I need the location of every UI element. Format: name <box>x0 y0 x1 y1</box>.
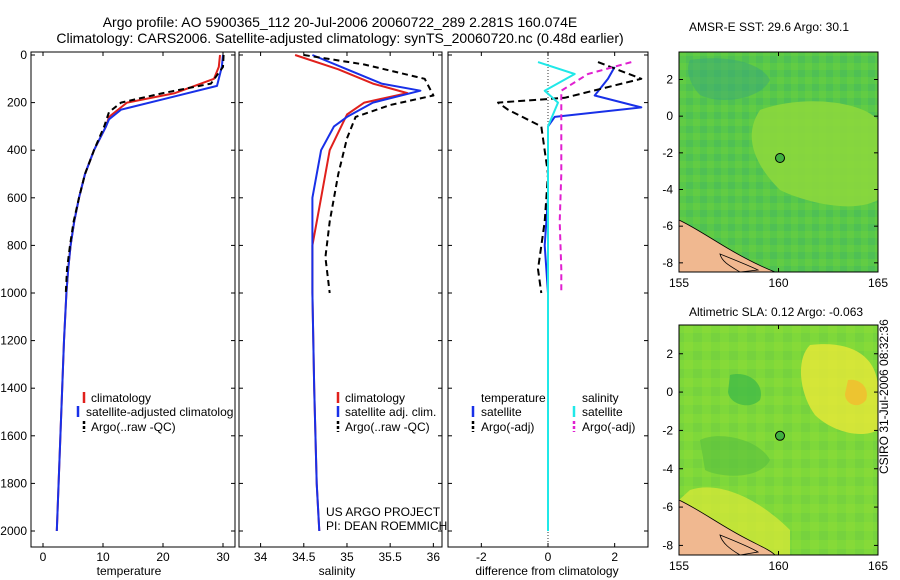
map-y-tick-label: 0 <box>666 109 673 123</box>
temperature-series <box>55 54 225 532</box>
credit-pi: PI: DEAN ROEMMICH <box>326 519 447 533</box>
sla-green-patch <box>728 374 761 406</box>
map-y-tick-label: -8 <box>662 538 673 552</box>
diff-legend-sal-argo: Argo(-adj) <box>582 420 635 434</box>
map-x-tick-label: 165 <box>868 559 888 573</box>
x-tick-label: 34 <box>254 550 268 564</box>
temperature-xlabel: temperature <box>97 564 162 578</box>
map-y-tick-label: 0 <box>666 385 673 399</box>
y-tick-label: 1000 <box>0 286 27 300</box>
sla-land-2 <box>719 534 760 555</box>
sst-land-2 <box>719 253 760 272</box>
sst-map-axes: 2 0 -2 -4 -6 -8 155 160 165 <box>662 52 888 290</box>
difference-xlabel: difference from climatology <box>475 564 618 578</box>
map-x-tick-label: 160 <box>768 559 788 573</box>
diff-legend-temp-sat: satellite <box>481 405 522 419</box>
series-line-temperature-argo-adj- <box>497 61 643 294</box>
map-y-tick-label: -2 <box>662 146 673 160</box>
difference-legend: temperature salinity satellite Argo(-adj… <box>471 391 635 434</box>
series-line-temperature-satellite <box>543 66 643 531</box>
diff-legend-salinity-head: salinity <box>582 391 619 405</box>
series-line-argo-raw-qc- <box>303 54 435 294</box>
header-line-1: Argo profile: AO 5900365_112 20-Jul-2006… <box>103 14 578 30</box>
sst-map-title: AMSR-E SST: 29.6 Argo: 30.1 <box>689 20 849 34</box>
sla-map-field <box>679 325 878 555</box>
sal-legend-climatology: climatology <box>345 391 405 405</box>
y-tick-label: 2000 <box>0 524 27 538</box>
map-y-tick-label: -6 <box>662 219 673 233</box>
y-tick-label: 1800 <box>0 476 27 490</box>
sst-warm-patch <box>751 101 878 207</box>
x-tick-label: 36 <box>427 550 441 564</box>
map-y-tick-label: 2 <box>666 73 673 87</box>
x-tick-label: 35.5 <box>378 550 402 564</box>
legend-argo: Argo(..raw -QC) <box>91 420 176 434</box>
series-line-salinity-satellite <box>537 61 576 531</box>
x-tick-label: 10 <box>96 550 110 564</box>
map-x-tick-label: 155 <box>669 276 689 290</box>
map-y-tick-label: -4 <box>662 462 673 476</box>
map-x-tick-label: 155 <box>669 559 689 573</box>
legend-climatology: climatology <box>91 391 151 405</box>
y-tick-label: 1400 <box>0 381 27 395</box>
sla-map-title: Altimetric SLA: 0.12 Argo: -0.063 <box>689 305 863 319</box>
map-y-tick-label: -8 <box>662 256 673 270</box>
map-x-tick-label: 165 <box>868 276 888 290</box>
map-y-tick-label: -6 <box>662 500 673 514</box>
diff-legend-temp-argo: Argo(-adj) <box>481 420 534 434</box>
sst-map-field <box>679 52 878 272</box>
temperature-legend: climatology satellite-adjusted climatolo… <box>76 391 233 434</box>
y-tick-label: 600 <box>7 191 27 205</box>
map-y-tick-label: -4 <box>662 183 673 197</box>
x-tick-label: 2 <box>611 550 618 564</box>
sal-legend-satellite: satellite adj. clim. <box>345 405 436 419</box>
diff-legend-temperature-head: temperature <box>481 391 546 405</box>
x-tick-label: 30 <box>216 550 230 564</box>
series-line-argo-raw-qc- <box>64 54 225 294</box>
side-label: CSIRO 31-Jul-2006 08:32:36 <box>877 319 891 474</box>
sal-legend-argo: Argo(..raw -QC) <box>345 420 430 434</box>
series-line-satellite-adj-clim- <box>311 54 422 532</box>
x-tick-label: 34.5 <box>292 550 316 564</box>
map-y-tick-label: -2 <box>662 423 673 437</box>
x-tick-label: 35 <box>340 550 354 564</box>
y-tick-label: 400 <box>7 143 27 157</box>
y-tick-label: 200 <box>7 96 27 110</box>
legend-satellite: satellite-adjusted climatolog <box>86 405 233 419</box>
sla-yellow-patch <box>800 344 878 435</box>
y-tick-label: 1200 <box>0 334 27 348</box>
sla-map-axes: 2 0 -2 -4 -6 -8 155 160 165 <box>662 325 888 573</box>
salinity-series <box>294 54 435 532</box>
depth-axis: 0 200 400 600 800 1000 1200 1400 1600 1800 2000 <box>0 48 648 538</box>
sst-float-marker <box>775 153 785 163</box>
salinity-legend: climatology satellite adj. clim. Argo(..… <box>326 391 447 533</box>
sst-cool-patch <box>688 58 770 100</box>
salinity-xlabel: salinity <box>319 564 356 578</box>
sla-float-marker <box>775 430 785 441</box>
sst-land <box>679 219 776 272</box>
x-tick-label: 0 <box>545 550 552 564</box>
sla-land <box>679 499 776 555</box>
sla-orange-patch <box>845 379 867 406</box>
credit-project: US ARGO PROJECT <box>326 505 441 519</box>
x-tick-label: -2 <box>476 550 487 564</box>
diff-legend-sal-sat: satellite <box>582 405 623 419</box>
x-tick-label: 0 <box>40 550 47 564</box>
y-tick-label: 1600 <box>0 429 27 443</box>
salinity-x-axis: 34 34.5 35 35.5 36 <box>254 52 440 564</box>
header-line-2: Climatology: CARS2006. Satellite-adjuste… <box>56 30 623 46</box>
y-tick-label: 800 <box>7 238 27 252</box>
sla-green-patch-2 <box>700 436 770 476</box>
series-line-salinity-argo-adj- <box>558 61 632 293</box>
map-y-tick-label: 2 <box>666 347 673 361</box>
map-x-tick-label: 160 <box>768 276 788 290</box>
y-tick-label: 0 <box>20 48 27 62</box>
difference-series <box>497 61 643 531</box>
x-tick-label: 20 <box>156 550 170 564</box>
temperature-panel-frame <box>30 51 236 548</box>
salinity-panel-frame <box>238 51 443 548</box>
